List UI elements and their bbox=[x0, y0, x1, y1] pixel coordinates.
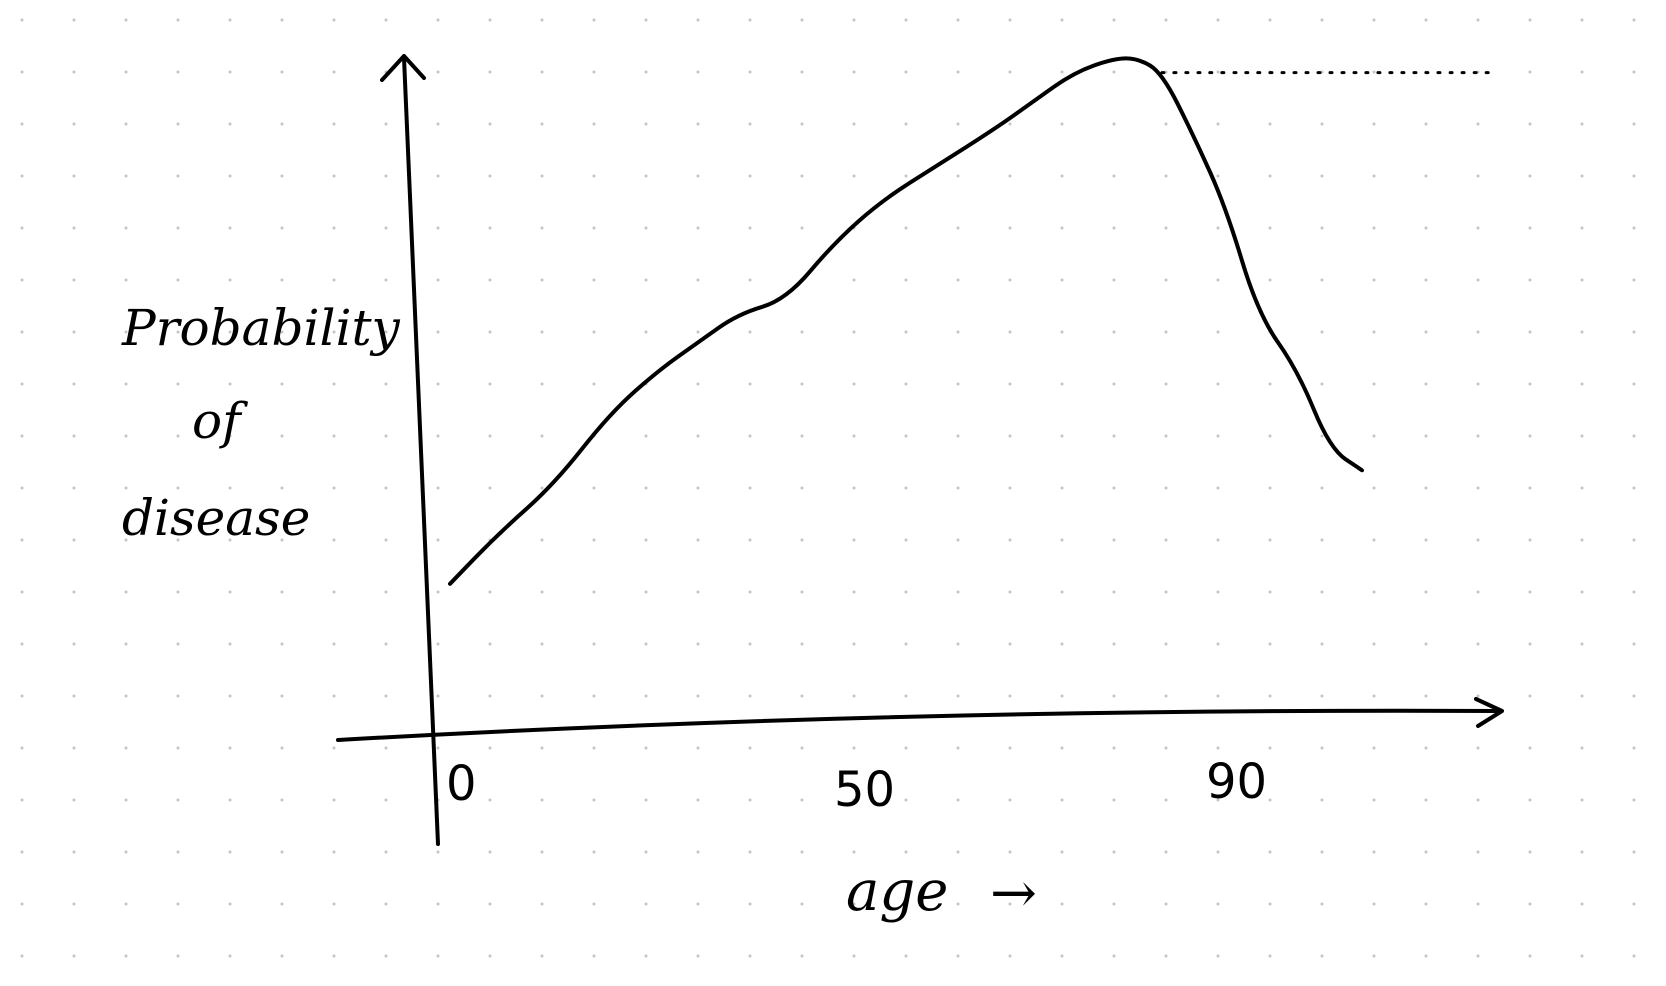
y-axis-label-line-2: of bbox=[192, 392, 248, 450]
y-axis-arrowhead bbox=[380, 54, 426, 82]
y-axis-label-line-3: disease bbox=[122, 489, 310, 547]
y-axis bbox=[402, 56, 440, 846]
x-axis bbox=[336, 708, 1502, 742]
x-tick-label-90: 90 bbox=[1206, 754, 1267, 810]
series-layer bbox=[448, 56, 1492, 586]
x-axis-arrowhead bbox=[1474, 697, 1504, 728]
x-axis-label: age bbox=[846, 859, 948, 924]
disease-probability-line bbox=[448, 56, 1364, 586]
y-axis-label-line-1: Probability bbox=[121, 299, 401, 357]
x-axis-label-arrow: → bbox=[990, 861, 1037, 926]
x-tick-label-50: 50 bbox=[834, 762, 895, 818]
x-tick-label-0: 0 bbox=[446, 756, 477, 812]
